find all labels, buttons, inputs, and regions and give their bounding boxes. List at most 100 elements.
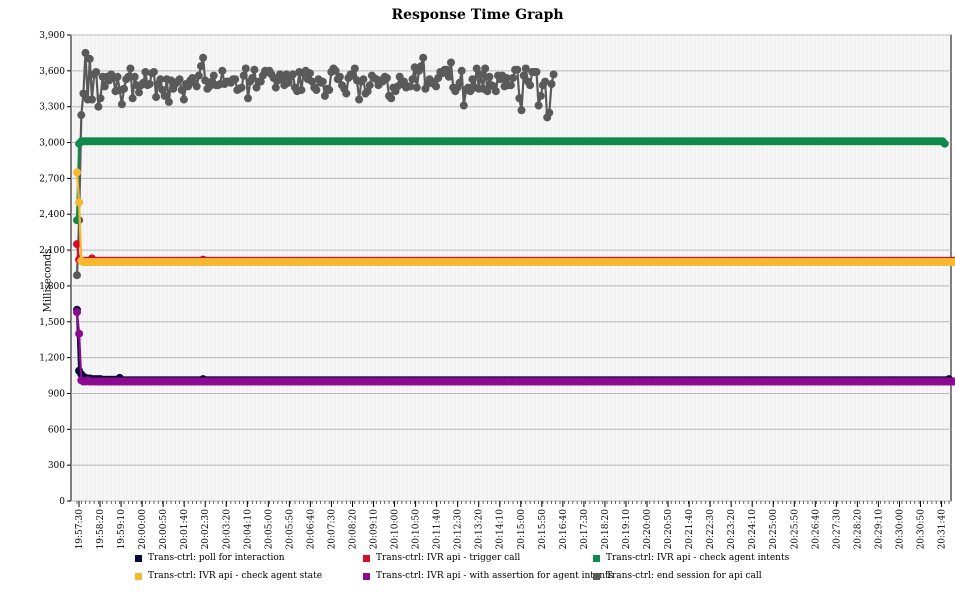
legend-label: Trans-ctrl: IVR api - trigger call — [376, 553, 521, 563]
data-point — [160, 91, 169, 100]
legend-label: Trans-ctrl: end session for api call — [606, 571, 762, 581]
data-point — [113, 72, 122, 81]
data-point — [271, 83, 280, 92]
x-tick-label: 20:31:40 — [938, 509, 948, 550]
y-tick-label: 900 — [48, 389, 65, 399]
data-point — [241, 64, 250, 73]
data-point — [951, 377, 955, 386]
legend-swatch — [135, 554, 142, 562]
data-point — [209, 71, 218, 80]
data-point — [248, 74, 257, 82]
data-point — [81, 48, 90, 57]
data-point — [417, 62, 426, 71]
x-tick-label: 20:15:50 — [538, 509, 548, 550]
series-lines — [73, 48, 955, 386]
data-point — [130, 72, 139, 81]
data-point — [502, 74, 511, 82]
x-tick-label: 20:05:00 — [264, 509, 274, 550]
data-point — [320, 91, 329, 100]
legend-item: Trans-ctrl: IVR api - check agent state — [135, 571, 322, 581]
y-tick-label: 300 — [48, 461, 65, 471]
data-point — [506, 81, 515, 90]
x-tick-label: 20:13:20 — [475, 509, 485, 550]
data-point — [250, 65, 259, 74]
legend: Trans-ctrl: poll for interaction Trans-ct… — [135, 553, 835, 585]
data-point — [325, 86, 334, 94]
data-point — [141, 68, 150, 76]
data-point — [406, 82, 415, 91]
x-axis: 19:57:30 19:58:20 19:59:10 20:00:00 20:00:50… — [75, 501, 950, 550]
data-point — [519, 71, 528, 80]
data-point — [92, 68, 101, 76]
x-tick-label: 20:08:20 — [348, 509, 358, 550]
x-tick-label: 20:16:40 — [559, 509, 569, 550]
y-axis: 0 300 600 900 1,200 1,500 1,800 2,100 2,400 2,700… — [39, 31, 71, 507]
x-tick-label: 20:24:10 — [748, 509, 758, 550]
data-point — [297, 86, 306, 94]
data-point — [199, 53, 208, 62]
data-point — [175, 75, 184, 84]
y-tick-label: 1,800 — [39, 282, 65, 292]
data-point — [218, 66, 227, 75]
data-point — [455, 78, 464, 87]
y-tick-label: 3,300 — [39, 103, 65, 113]
series-4 — [73, 308, 955, 386]
data-point — [94, 102, 103, 111]
x-tick-label: 20:26:40 — [811, 509, 821, 550]
data-point — [419, 53, 428, 62]
data-point — [432, 82, 441, 91]
data-point — [459, 101, 468, 110]
data-point — [342, 89, 351, 98]
x-tick-label: 20:30:50 — [916, 509, 926, 550]
data-point — [472, 64, 481, 73]
data-point — [256, 77, 265, 86]
x-tick-label: 20:17:30 — [580, 509, 590, 550]
x-tick-label: 20:15:00 — [517, 509, 527, 550]
series-2 — [73, 137, 949, 225]
data-point — [284, 78, 293, 87]
data-point — [73, 271, 81, 280]
x-tick-label: 20:10:00 — [391, 509, 401, 550]
legend-item: Trans-ctrl: IVR api - with assertion for… — [363, 571, 613, 581]
data-point — [73, 240, 81, 249]
data-point — [481, 64, 490, 73]
data-point — [308, 77, 317, 86]
x-tick-label: 20:03:20 — [222, 509, 232, 550]
data-point — [85, 54, 94, 63]
data-point — [145, 80, 154, 88]
x-tick-label: 20:25:50 — [790, 509, 800, 550]
data-point — [128, 94, 137, 103]
data-point — [135, 88, 143, 97]
x-tick-label: 20:12:30 — [454, 509, 464, 550]
y-tick-label: 1,200 — [39, 354, 65, 364]
data-point — [75, 329, 84, 338]
data-point — [513, 65, 522, 74]
data-point — [177, 86, 186, 94]
data-point — [184, 82, 193, 91]
data-point — [164, 97, 173, 106]
x-tick-label: 19:57:30 — [75, 509, 85, 550]
series-3 — [73, 168, 955, 266]
x-tick-label: 20:06:40 — [306, 509, 316, 550]
data-point — [534, 101, 543, 110]
data-point — [515, 94, 524, 103]
data-point — [355, 95, 364, 104]
data-point — [536, 91, 545, 100]
x-tick-label: 20:05:50 — [285, 509, 295, 550]
data-point — [239, 71, 248, 80]
x-tick-label: 20:00:00 — [138, 509, 148, 550]
data-point — [231, 75, 240, 84]
x-tick-label: 20:19:10 — [622, 509, 632, 550]
x-tick-label: 20:29:10 — [874, 509, 884, 550]
data-point — [359, 75, 368, 84]
data-point — [412, 83, 421, 92]
y-tick-label: 3,600 — [39, 67, 65, 77]
x-tick-label: 20:10:50 — [412, 509, 422, 550]
x-tick-label: 19:59:10 — [117, 509, 127, 550]
data-point — [237, 83, 246, 92]
data-point — [476, 70, 485, 79]
y-tick-label: 0 — [59, 497, 65, 507]
x-tick-label: 20:00:50 — [159, 509, 169, 550]
x-tick-label: 20:04:10 — [243, 509, 253, 550]
